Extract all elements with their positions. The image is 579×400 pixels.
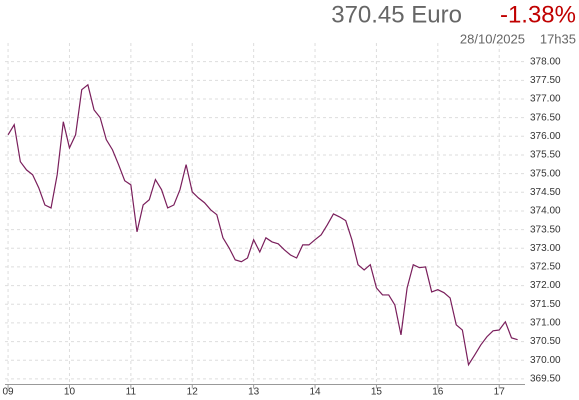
x-tick-label: 12 xyxy=(187,387,199,398)
y-tick-label: 372.00 xyxy=(530,280,561,291)
y-tick-label: 371.00 xyxy=(530,318,561,329)
x-tick-label: 15 xyxy=(371,387,383,398)
y-tick-label: 371.50 xyxy=(530,299,561,310)
change: -1.38% xyxy=(500,1,576,28)
y-tick-label: 370.50 xyxy=(530,336,561,347)
y-tick-label: 378.00 xyxy=(530,56,561,67)
y-tick-label: 372.50 xyxy=(530,262,561,273)
y-tick-label: 374.00 xyxy=(530,206,561,217)
x-tick-label: 17 xyxy=(494,387,506,398)
y-tick-label: 375.50 xyxy=(530,150,561,161)
y-tick-label: 376.00 xyxy=(530,131,561,142)
x-tick-label: 16 xyxy=(432,387,444,398)
x-tick-label: 11 xyxy=(126,387,137,398)
y-tick-label: 377.00 xyxy=(530,94,561,105)
y-tick-label: 375.00 xyxy=(530,168,561,179)
y-tick-label: 370.00 xyxy=(530,355,561,366)
y-tick-label: 373.00 xyxy=(530,243,561,254)
x-tick-label: 14 xyxy=(309,387,321,398)
time: 17h35 xyxy=(540,31,576,46)
x-tick-label: 09 xyxy=(3,387,15,398)
y-tick-label: 373.50 xyxy=(530,224,561,235)
y-tick-label: 376.50 xyxy=(530,112,561,123)
x-tick-label: 13 xyxy=(248,387,260,398)
price-line xyxy=(7,83,518,367)
date: 28/10/2025 xyxy=(460,31,525,46)
price-title: 370.45 Euro xyxy=(331,1,462,28)
y-tick-label: 374.50 xyxy=(530,187,561,198)
y-tick-label: 369.50 xyxy=(530,374,561,385)
y-tick-label: 377.50 xyxy=(530,75,561,86)
x-tick-label: 10 xyxy=(64,387,76,398)
